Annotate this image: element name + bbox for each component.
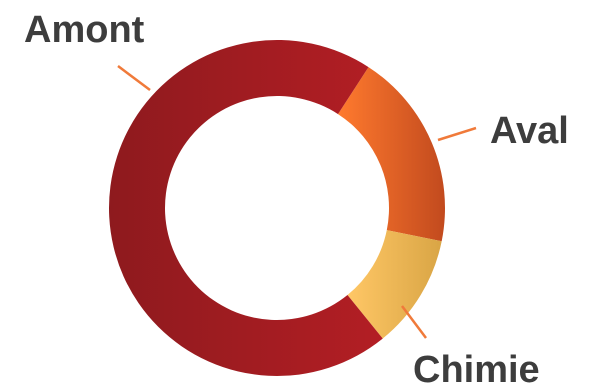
leader-line-aval (437, 126, 477, 142)
label-aval: Aval (490, 110, 569, 152)
leader-line-amont (117, 65, 151, 91)
slice-aval (337, 67, 445, 242)
leader-line-chimie (401, 305, 427, 339)
slice-chimie (347, 230, 442, 339)
label-amont: Amont (24, 9, 145, 51)
label-chimie: Chimie (413, 349, 540, 387)
slice-amont (109, 39, 383, 376)
